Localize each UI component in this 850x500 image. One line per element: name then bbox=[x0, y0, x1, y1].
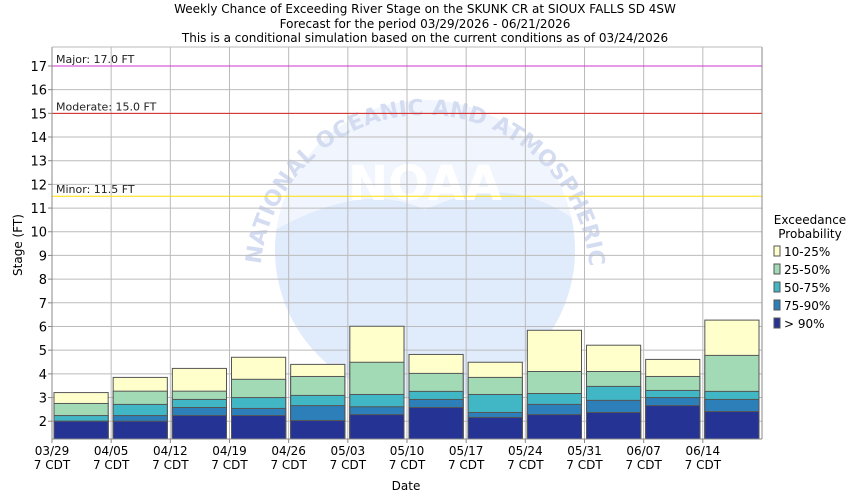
x-tick-label: 03/29 bbox=[35, 444, 70, 458]
x-tick-sublabel: 7 CDT bbox=[93, 458, 130, 472]
x-tick-sublabel: 7 CDT bbox=[448, 458, 485, 472]
y-axis-label: Stage (FT) bbox=[11, 214, 25, 276]
x-tick-label: 06/07 bbox=[626, 444, 661, 458]
y-tick-label: 12 bbox=[30, 178, 47, 193]
x-tick-sublabel: 7 CDT bbox=[507, 458, 544, 472]
x-tick-sublabel: 7 CDT bbox=[270, 458, 307, 472]
x-tick-sublabel: 7 CDT bbox=[685, 458, 722, 472]
bar-segment bbox=[231, 415, 287, 440]
legend-title: Probability bbox=[778, 227, 841, 241]
y-tick-label: 13 bbox=[30, 155, 47, 170]
bar-segment bbox=[53, 420, 109, 440]
legend-label: > 90% bbox=[784, 317, 825, 331]
bar-segment bbox=[645, 405, 701, 440]
y-tick-label: 2 bbox=[39, 415, 47, 430]
y-tick-label: 6 bbox=[39, 320, 47, 335]
legend-swatch bbox=[773, 263, 781, 275]
legend-swatch bbox=[773, 245, 781, 257]
bar-segment bbox=[290, 420, 346, 440]
y-tick-label: 5 bbox=[39, 344, 47, 359]
bar-segment bbox=[526, 414, 582, 440]
x-tick-label: 05/03 bbox=[331, 444, 366, 458]
x-tick-sublabel: 7 CDT bbox=[625, 458, 662, 472]
x-tick-sublabel: 7 CDT bbox=[152, 458, 189, 472]
legend-swatch bbox=[773, 317, 781, 329]
x-axis-label: Date bbox=[392, 479, 421, 493]
bar-segment bbox=[467, 416, 523, 440]
y-tick-label: 8 bbox=[39, 273, 47, 288]
chart-title: Weekly Chance of Exceeding River Stage o… bbox=[174, 2, 676, 16]
x-tick-label: 05/10 bbox=[390, 444, 425, 458]
y-tick-label: 16 bbox=[30, 84, 47, 99]
x-tick-sublabel: 7 CDT bbox=[389, 458, 426, 472]
x-tick-label: 04/26 bbox=[271, 444, 306, 458]
chart-subtitle-conditions: This is a conditional simulation based o… bbox=[181, 31, 669, 45]
y-tick-label: 7 bbox=[39, 297, 47, 312]
bar-segment bbox=[171, 415, 227, 440]
legend-label: 25-50% bbox=[784, 263, 830, 277]
bar-segment bbox=[586, 411, 642, 440]
y-tick-label: 10 bbox=[30, 226, 47, 241]
legend-label: 10-25% bbox=[784, 245, 830, 259]
x-tick-sublabel: 7 CDT bbox=[34, 458, 71, 472]
y-tick-label: 3 bbox=[39, 392, 47, 407]
x-tick-label: 06/14 bbox=[686, 444, 721, 458]
bar-segment bbox=[349, 414, 405, 440]
legend-label: 75-90% bbox=[784, 299, 830, 313]
x-tick-label: 05/17 bbox=[449, 444, 484, 458]
noaa-watermark-sky bbox=[275, 100, 575, 230]
legend-title: Exceedance bbox=[774, 213, 846, 227]
y-tick-label: 4 bbox=[39, 368, 47, 383]
x-tick-label: 05/31 bbox=[567, 444, 602, 458]
legend-swatch bbox=[773, 299, 781, 311]
y-tick-label: 9 bbox=[39, 249, 47, 264]
threshold-label: Minor: 11.5 FT bbox=[56, 183, 135, 196]
x-tick-label: 05/24 bbox=[508, 444, 543, 458]
y-tick-label: 15 bbox=[30, 107, 47, 122]
x-tick-label: 04/19 bbox=[212, 444, 247, 458]
bar-segment bbox=[112, 420, 168, 440]
x-tick-sublabel: 7 CDT bbox=[330, 458, 367, 472]
legend-swatch bbox=[773, 281, 781, 293]
y-tick-label: 17 bbox=[30, 60, 47, 75]
y-tick-label: 11 bbox=[30, 202, 47, 217]
threshold-label: Moderate: 15.0 FT bbox=[56, 100, 157, 113]
bar-segment bbox=[408, 406, 464, 440]
x-tick-sublabel: 7 CDT bbox=[566, 458, 603, 472]
chart-subtitle-period: Forecast for the period 03/29/2026 - 06/… bbox=[279, 17, 571, 31]
bar-segment bbox=[704, 411, 760, 440]
x-tick-label: 04/05 bbox=[94, 444, 129, 458]
y-tick-label: 14 bbox=[30, 131, 47, 146]
threshold-label: Major: 17.0 FT bbox=[56, 53, 135, 66]
x-tick-sublabel: 7 CDT bbox=[211, 458, 248, 472]
legend-label: 50-75% bbox=[784, 281, 830, 295]
x-tick-label: 04/12 bbox=[153, 444, 188, 458]
